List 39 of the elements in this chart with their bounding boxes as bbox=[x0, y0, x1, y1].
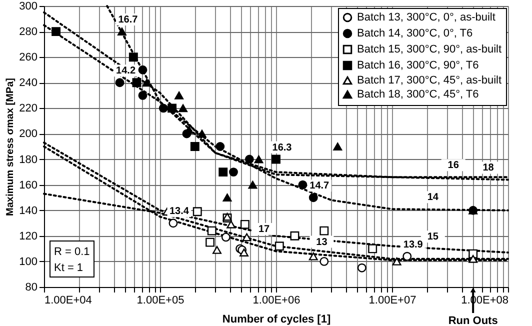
y-tick-label: 260 bbox=[19, 52, 38, 64]
y-tick-label: 140 bbox=[19, 204, 38, 217]
annotation: 18 bbox=[482, 162, 494, 174]
annotation: Kt = 1 bbox=[54, 262, 84, 274]
x-tick-label: 1.00E+04 bbox=[44, 294, 92, 306]
annotation: 16.7 bbox=[118, 14, 138, 26]
legend-label: Batch 15, 300°C, 90°, as-built bbox=[357, 44, 502, 56]
annotation: 13.9 bbox=[403, 239, 424, 250]
x-tick-label: 1.00E+05 bbox=[136, 294, 184, 306]
annotation: 17 bbox=[258, 224, 270, 236]
annotation: 13 bbox=[316, 236, 328, 248]
y-tick-label: 120 bbox=[19, 230, 38, 242]
annotation: 13.4 bbox=[169, 206, 190, 218]
y-tick-label: 300 bbox=[19, 0, 38, 12]
y-tick-label: 220 bbox=[19, 102, 38, 115]
legend-label: Batch 13, 300°C, 0°, as-built bbox=[357, 12, 496, 24]
y-tick-label: 200 bbox=[19, 128, 38, 140]
legend-label: Batch 18, 300°C, 45°, T6 bbox=[357, 88, 479, 100]
annotation: 14.2 bbox=[116, 66, 136, 77]
annotation: R = 0.1 bbox=[54, 246, 90, 258]
legend-label: Batch 16, 300°C, 90°, T6 bbox=[357, 60, 479, 72]
y-axis-title: Maximum stress σmax [MPa] bbox=[5, 78, 16, 216]
y-tick-label: 80 bbox=[25, 282, 38, 294]
y-tick-label: 160 bbox=[19, 179, 38, 192]
legend-label: Batch 14, 300°C, 0°, T6 bbox=[357, 28, 473, 40]
y-tick-label: 100 bbox=[19, 256, 38, 268]
annotation: 16.3 bbox=[272, 142, 292, 154]
annotation: 16 bbox=[448, 160, 460, 172]
x-tick-label: 1.00E+07 bbox=[368, 294, 416, 306]
x-axis-title: Number of cycles [1] bbox=[222, 314, 331, 326]
annotation: Run Outs bbox=[448, 315, 498, 326]
y-tick-label: 280 bbox=[19, 26, 38, 38]
annotation: 15 bbox=[427, 232, 439, 243]
legend-label: Batch 17, 300°C, 45°, as-built bbox=[357, 74, 502, 86]
y-tick-label: 240 bbox=[19, 77, 38, 90]
annotation: 14.7 bbox=[310, 180, 330, 192]
x-tick-label: 1.00E+06 bbox=[252, 294, 300, 306]
y-tick-label: 180 bbox=[19, 154, 38, 166]
annotation: 14 bbox=[427, 192, 439, 204]
